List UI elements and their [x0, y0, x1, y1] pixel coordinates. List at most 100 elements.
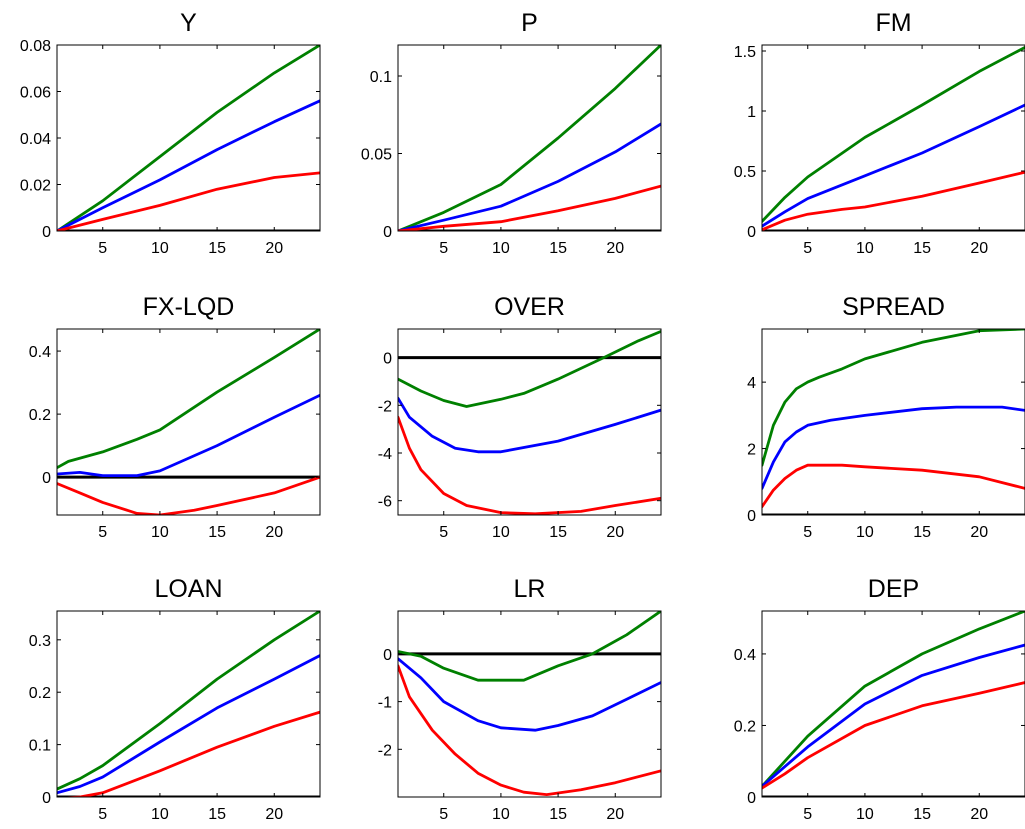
- panel-over: OVER 5 10 15 20 -6 -4 -2 0: [378, 293, 662, 541]
- x-tick-label: 20: [265, 240, 283, 257]
- x-tick-label: 20: [606, 806, 624, 823]
- y-tick-label: 0.1: [370, 69, 392, 86]
- x-tick-label: 15: [549, 524, 567, 541]
- x-tick-label: 20: [606, 240, 624, 257]
- x-tick-label: 5: [439, 240, 448, 257]
- y-tick-label: 0.05: [361, 147, 392, 164]
- series-line-lower: [398, 664, 661, 796]
- series-line-median: [398, 657, 661, 732]
- series-line-upper: [762, 46, 1025, 223]
- x-tick-label: 15: [549, 806, 567, 823]
- x-tick-label: 5: [439, 524, 448, 541]
- x-tick-label: 20: [265, 806, 283, 823]
- y-tick-label: -6: [378, 494, 392, 511]
- x-tick-label: 5: [803, 240, 812, 257]
- panel-fm: FM 5 10 15 20 0 0.5 1 1.5: [734, 9, 1025, 257]
- panel-title: OVER: [494, 293, 565, 321]
- series-line-upper: [398, 611, 661, 682]
- x-tick-label: 20: [970, 524, 988, 541]
- series-group: [398, 329, 661, 515]
- series-line-lower: [57, 475, 320, 515]
- series-line-median: [398, 122, 661, 231]
- axes-frame: [397, 610, 662, 798]
- y-tick-label: 0: [42, 790, 51, 807]
- y-tick-label: 0: [383, 351, 392, 368]
- y-tick-label: 1: [747, 104, 756, 121]
- y-tick-label: 1.5: [734, 44, 756, 61]
- x-tick-label: 10: [151, 806, 169, 823]
- axes-frame: [397, 328, 662, 516]
- x-tick-label: 20: [970, 240, 988, 257]
- panel-dep: DEP 5 10 15 20 0 0.2 0.4: [734, 575, 1025, 823]
- series-line-lower: [762, 463, 1025, 509]
- x-tick-label: 10: [492, 240, 510, 257]
- y-tick-label: 0.2: [734, 718, 756, 735]
- series-line-upper: [57, 45, 320, 231]
- series-line-lower: [59, 710, 320, 797]
- x-tick-label: 10: [856, 240, 874, 257]
- series-line-lower: [57, 171, 320, 231]
- series-group: [398, 45, 661, 231]
- series-line-median: [398, 396, 661, 454]
- series-line-median: [762, 643, 1025, 788]
- y-tick-label: 4: [747, 375, 756, 392]
- series-line-upper: [762, 329, 1025, 467]
- y-tick-label: -2: [378, 398, 392, 415]
- axes-frame: [56, 328, 321, 516]
- x-tick-label: 20: [265, 524, 283, 541]
- x-tick-label: 15: [208, 806, 226, 823]
- panel-title: FM: [875, 9, 911, 37]
- panel-y: Y 5 10 15 20 0 0.02 0.04 0.06 0.08: [20, 9, 321, 257]
- x-tick-label: 20: [606, 524, 624, 541]
- y-tick-label: -1: [378, 695, 392, 712]
- x-tick-label: 10: [856, 524, 874, 541]
- y-tick-label: 0.4: [29, 344, 51, 361]
- series-line-median: [57, 654, 320, 795]
- panel-spread: SPREAD 5 10 15 20 0 2 4: [747, 293, 1025, 541]
- series-line-median: [57, 99, 320, 231]
- x-tick-label: 5: [98, 524, 107, 541]
- series-line-upper: [398, 329, 661, 408]
- x-tick-label: 10: [492, 806, 510, 823]
- series-line-lower: [762, 681, 1025, 790]
- series-group: [57, 611, 320, 797]
- axes-frame: [56, 44, 321, 232]
- series-line-upper: [762, 611, 1025, 788]
- x-tick-label: 10: [856, 806, 874, 823]
- y-tick-label: 0: [42, 470, 51, 487]
- series-line-upper: [57, 611, 320, 791]
- panel-lr: LR 5 10 15 20 -2 -1 0: [378, 575, 662, 823]
- series-line-median: [57, 393, 320, 478]
- axes-frame: [397, 44, 662, 232]
- x-tick-label: 10: [492, 524, 510, 541]
- y-tick-label: 2: [747, 442, 756, 459]
- series-group: [762, 611, 1025, 797]
- x-tick-label: 15: [208, 240, 226, 257]
- y-tick-label: 0.2: [29, 685, 51, 702]
- panel-p: P 5 10 15 20 0 0.05 0.1: [361, 9, 662, 257]
- axes-frame: [761, 44, 1025, 232]
- series-line-lower: [398, 184, 661, 231]
- y-tick-label: 0: [747, 790, 756, 807]
- x-tick-label: 5: [803, 806, 812, 823]
- panel-title: LR: [514, 575, 546, 603]
- y-tick-label: 0.3: [29, 633, 51, 650]
- y-tick-label: 0.06: [20, 85, 51, 102]
- y-tick-label: -2: [378, 742, 392, 759]
- x-tick-label: 5: [439, 806, 448, 823]
- x-tick-label: 15: [913, 524, 931, 541]
- panel-title: DEP: [868, 575, 919, 603]
- panel-fx-lqd: FX-LQD 5 10 15 20 0 0.2 0.4: [29, 293, 321, 541]
- y-tick-label: 0.08: [20, 38, 51, 55]
- panel-title: P: [521, 9, 538, 37]
- y-tick-label: 0: [383, 647, 392, 664]
- x-tick-label: 15: [549, 240, 567, 257]
- axes-frame: [56, 610, 321, 798]
- x-tick-label: 10: [151, 524, 169, 541]
- x-tick-label: 5: [803, 524, 812, 541]
- y-tick-label: 0: [747, 508, 756, 525]
- series-line-median: [762, 103, 1025, 228]
- series-group: [57, 329, 320, 515]
- panel-title: FX-LQD: [143, 293, 235, 321]
- panel-loan: LOAN 5 10 15 20 0 0.1 0.2 0.3: [29, 575, 321, 823]
